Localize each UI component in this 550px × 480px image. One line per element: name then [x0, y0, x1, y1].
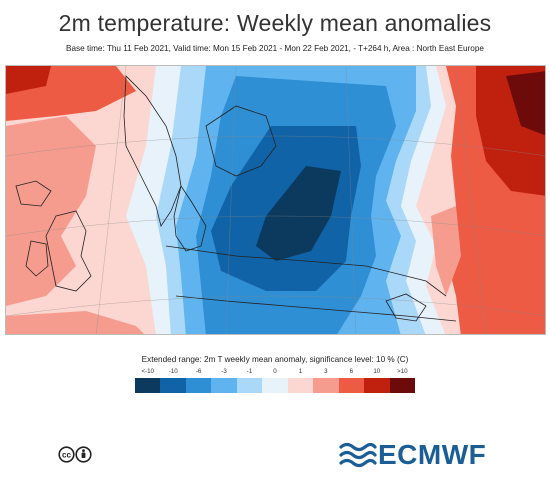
- legend-swatch: [389, 378, 415, 393]
- anomaly-map: [5, 65, 546, 335]
- svg-text:cc: cc: [62, 450, 71, 459]
- legend-swatch: [236, 378, 263, 393]
- legend-tick-label: -6: [195, 368, 202, 375]
- warm-southwest-region: [6, 311, 144, 334]
- legend-tick-label: 10: [373, 368, 381, 375]
- legend-tick-label: 6: [349, 368, 354, 375]
- legend-tick-label: -1: [246, 368, 253, 375]
- legend-tick-label: 0: [273, 368, 277, 375]
- legend-ticks: <-10 -10 -6 -3 -1 0 1 3 6 10 >10: [135, 368, 415, 378]
- extreme-cold-core: [256, 166, 341, 261]
- map-subtitle: Base time: Thu 11 Feb 2021, Valid time: …: [66, 44, 484, 53]
- legend-color-bar: [135, 378, 415, 393]
- legend-title: Extended range: 2m T weekly mean anomaly…: [141, 355, 409, 364]
- legend-swatch: [262, 378, 288, 393]
- ecmwf-logo-icon: [339, 442, 377, 468]
- coastlines: [15, 75, 457, 322]
- legend-swatch: [160, 378, 186, 393]
- legend-swatch: [185, 378, 212, 393]
- legend-swatch: [211, 378, 237, 393]
- ecmwf-logo-text: ECMWF: [378, 439, 487, 470]
- map-title: 2m temperature: Weekly mean anomalies: [58, 10, 492, 36]
- warm-west-region: [6, 116, 96, 306]
- very-hot-northwest-region: [6, 66, 51, 94]
- legend-tick-label: 3: [324, 368, 328, 375]
- warm-east-fringe: [431, 206, 461, 296]
- legend-tick-label: -10: [168, 368, 178, 375]
- extreme-hot-east-region: [506, 71, 545, 136]
- legend-swatch: [338, 378, 365, 393]
- legend-swatch: [287, 378, 314, 393]
- color-legend: <-10 -10 -6 -3 -1 0 1 3 6 10 >10: [135, 368, 415, 398]
- legend-swatch: [364, 378, 390, 393]
- legend-tick-label: >10: [397, 368, 408, 375]
- creative-commons-by-icon: cc: [58, 446, 92, 463]
- anomaly-map-canvas: [6, 66, 545, 334]
- legend-tick-label: -3: [221, 368, 227, 375]
- legend-tick-label: <-10: [141, 368, 154, 375]
- legend-swatch: [313, 378, 339, 393]
- legend-swatch: [135, 378, 161, 393]
- legend-tick-label: 1: [298, 368, 303, 375]
- graticule: [6, 66, 545, 334]
